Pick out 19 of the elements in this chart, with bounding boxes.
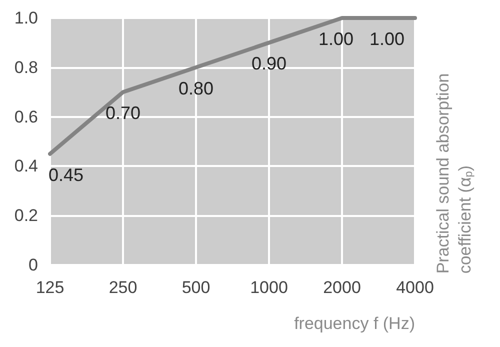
y-tick-label: 0 bbox=[28, 256, 38, 274]
data-label: 0.90 bbox=[251, 54, 287, 74]
x-tick-label: 250 bbox=[108, 278, 138, 297]
data-label: 1.00 bbox=[318, 29, 354, 49]
y-tick-label: 0.6 bbox=[14, 107, 38, 126]
data-label: 0.45 bbox=[48, 164, 84, 185]
y-tick-label: 0.2 bbox=[14, 206, 38, 226]
y-tick-label: 0.4 bbox=[14, 156, 38, 176]
x-tick-label: 4000 bbox=[396, 278, 434, 297]
x-tick-label: 2000 bbox=[323, 278, 361, 297]
x-tick-label: 1000 bbox=[250, 278, 288, 297]
data-label: 1.00 bbox=[369, 29, 405, 49]
x-axis-title: frequency f (Hz) bbox=[294, 314, 415, 333]
y-tick-label: 0.8 bbox=[14, 58, 38, 77]
x-tick-label: 500 bbox=[182, 278, 210, 297]
y-tick-label: 1.0 bbox=[14, 8, 38, 28]
data-label: 0.80 bbox=[178, 78, 214, 98]
data-label: 0.70 bbox=[105, 103, 141, 124]
x-tick-label: 125 bbox=[36, 278, 64, 297]
